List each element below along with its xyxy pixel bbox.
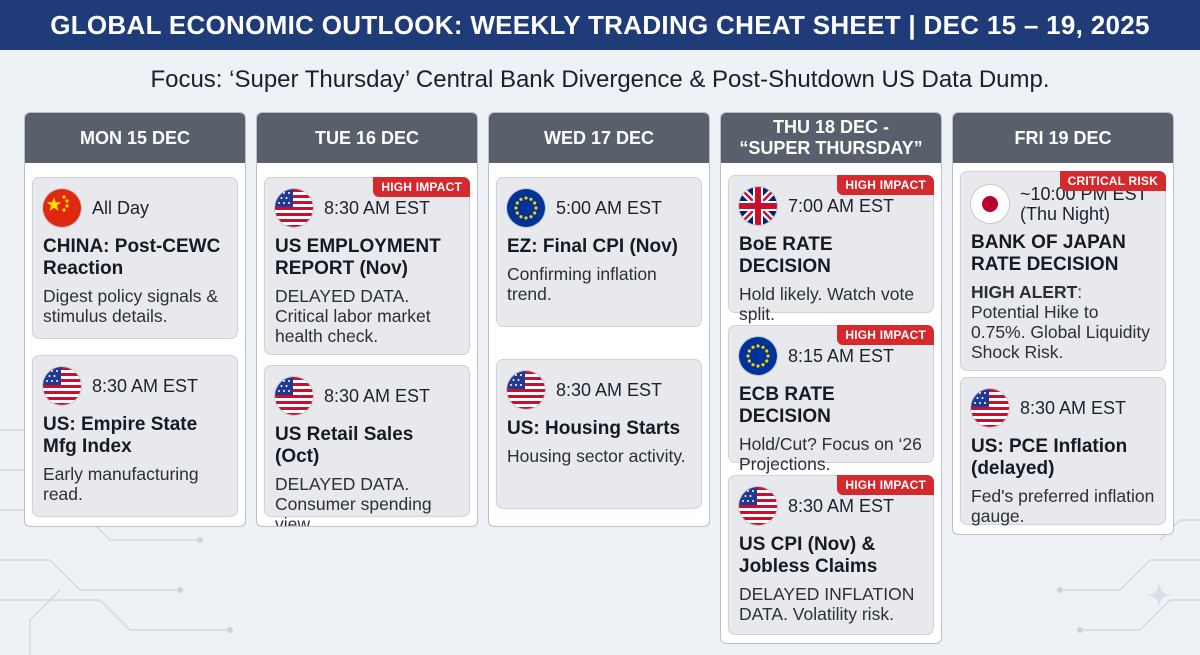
- event-description: HIGH ALERT: Potential Hike to 0.75%. Glo…: [971, 282, 1155, 362]
- event-description: Digest policy signals & stimulus details…: [43, 286, 219, 326]
- event-description: Housing sector activity.: [507, 446, 686, 466]
- event-time-note: (Thu Night): [1020, 204, 1111, 224]
- day-label: FRI 19 DEC: [1014, 127, 1112, 148]
- event-title: US Retail Sales (Oct): [275, 424, 414, 467]
- high-impact-badge: HIGH IMPACT: [837, 175, 934, 195]
- day-sublabel: “SUPER THURSDAY”: [739, 138, 923, 158]
- event-card[interactable]: All Day CHINA: Post-CEWC Reaction Digest…: [32, 177, 238, 339]
- day-label: THU 18 DEC -: [772, 117, 889, 137]
- event-time: 5:00 AM EST: [556, 198, 663, 218]
- event-description: Early manufacturing read.: [43, 464, 199, 504]
- event-card[interactable]: 8:30 AM EST US: PCE Inflation (delayed) …: [960, 377, 1166, 526]
- day-column-tuesday: TUE 16 DEC HIGH IMPACT 8:30 AM EST US EM…: [256, 112, 478, 527]
- event-title: US: PCE Inflation (delayed): [971, 436, 1128, 479]
- event-time: 7:00 AM EST: [788, 196, 895, 216]
- event-title: EZ: Final CPI (Nov): [507, 236, 678, 257]
- alert-label: HIGH ALERT: [971, 282, 1078, 302]
- eu-flag-icon: [739, 337, 777, 375]
- day-column-thursday: THU 18 DEC - “SUPER THURSDAY” HIGH IMPACT…: [720, 112, 942, 644]
- event-card[interactable]: HIGH IMPACT 8:15 AM EST ECB RATE DECISIO…: [728, 325, 934, 474]
- page-subtitle: Focus: ‘Super Thursday’ Central Bank Div…: [150, 66, 1050, 93]
- event-title: US: Housing Starts: [507, 418, 681, 439]
- day-label: MON 15 DEC: [79, 127, 191, 148]
- event-time: All Day: [92, 198, 150, 218]
- us-flag-icon: [43, 367, 81, 405]
- event-title: US EMPLOYMENT REPORT (Nov): [275, 236, 441, 279]
- eu-flag-icon: [507, 189, 545, 227]
- day-header: FRI 19 DEC: [953, 113, 1173, 163]
- event-card[interactable]: HIGH IMPACT 7:00 AM EST BoE RATE DECISIO…: [728, 175, 934, 324]
- us-flag-icon: [275, 189, 313, 227]
- day-column-friday: FRI 19 DEC CRITICAL RISK ~10:00 PM EST (T…: [952, 112, 1174, 535]
- event-time: 8:30 AM EST: [788, 496, 895, 516]
- event-description: Hold/Cut? Focus on ‘26 Projections.: [739, 434, 922, 474]
- event-time: 8:30 AM EST: [556, 380, 663, 400]
- event-time: 8:30 AM EST: [324, 386, 431, 406]
- day-header: MON 15 DEC: [25, 113, 245, 163]
- day-column-wednesday: WED 17 DEC 5:00 AM EST EZ: Final CPI (No…: [488, 112, 710, 527]
- event-title: BANK OF JAPAN RATE DECISION: [971, 232, 1126, 275]
- event-title: US CPI (Nov) & Jobless Claims: [739, 534, 878, 577]
- high-impact-badge: HIGH IMPACT: [837, 475, 934, 495]
- alert-text: : Potential Hike to 0.75%. Global Liquid…: [971, 282, 1150, 362]
- event-title: CHINA: Post-CEWC Reaction: [43, 236, 221, 279]
- sparkle-icon: [1146, 582, 1172, 608]
- day-header: TUE 16 DEC: [257, 113, 477, 163]
- event-description: Fed's preferred inflation gauge.: [971, 486, 1155, 526]
- event-card[interactable]: 8:30 AM EST US Retail Sales (Oct) DELAYE…: [264, 365, 470, 526]
- day-label: WED 17 DEC: [543, 127, 655, 148]
- event-description: Hold likely. Watch vote split.: [739, 284, 915, 324]
- china-flag-icon: [43, 189, 81, 227]
- event-description: DELAYED INFLATION DATA. Volatility risk.: [739, 584, 915, 624]
- event-description: DELAYED DATA. Critical labor market heal…: [275, 286, 431, 346]
- event-card[interactable]: 5:00 AM EST EZ: Final CPI (Nov) Confirmi…: [496, 177, 702, 327]
- us-flag-icon: [507, 371, 545, 409]
- us-flag-icon: [739, 487, 777, 525]
- event-description: DELAYED DATA. Consumer spending view.: [275, 474, 432, 527]
- event-title: BoE RATE DECISION: [739, 234, 833, 277]
- page-title: GLOBAL ECONOMIC OUTLOOK: WEEKLY TRADING …: [0, 0, 1200, 50]
- us-flag-icon: [971, 389, 1009, 427]
- day-header: THU 18 DEC - “SUPER THURSDAY”: [721, 113, 941, 163]
- high-impact-badge: HIGH IMPACT: [373, 177, 470, 197]
- day-column-monday: MON 15 DEC All Day CHINA: Post-CEWC Reac…: [24, 112, 246, 527]
- event-title: ECB RATE DECISION: [739, 384, 835, 427]
- event-time: 8:15 AM EST: [788, 346, 895, 366]
- event-card[interactable]: 8:30 AM EST US: Housing Starts Housing s…: [496, 359, 702, 509]
- event-card[interactable]: CRITICAL RISK ~10:00 PM EST (Thu Night) B…: [960, 171, 1166, 371]
- event-description: Confirming inflation trend.: [507, 264, 657, 304]
- uk-flag-icon: [739, 187, 777, 225]
- day-label: TUE 16 DEC: [314, 127, 420, 148]
- day-header: WED 17 DEC: [489, 113, 709, 163]
- event-time: 8:30 AM EST: [92, 376, 199, 396]
- event-time: 8:30 AM EST: [324, 198, 431, 218]
- event-title: US: Empire State Mfg Index: [43, 414, 198, 457]
- event-card[interactable]: HIGH IMPACT 8:30 AM EST US EMPLOYMENT RE…: [264, 177, 470, 355]
- event-card[interactable]: 8:30 AM EST US: Empire State Mfg Index E…: [32, 355, 238, 517]
- critical-risk-badge: CRITICAL RISK: [1059, 171, 1166, 191]
- us-flag-icon: [275, 377, 313, 415]
- japan-flag-icon: [971, 185, 1009, 223]
- event-time: 8:30 AM EST: [1020, 398, 1127, 418]
- event-card[interactable]: HIGH IMPACT 8:30 AM EST US CPI (Nov) & J…: [728, 475, 934, 635]
- high-impact-badge: HIGH IMPACT: [837, 325, 934, 345]
